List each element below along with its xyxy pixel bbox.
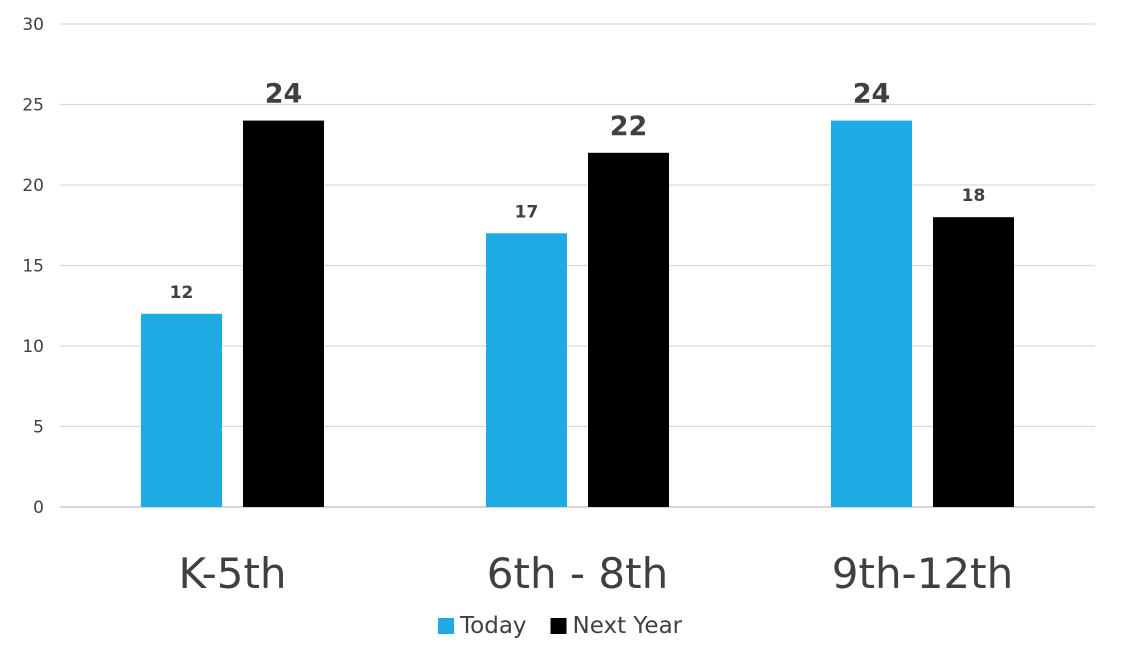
data-labels: 12 24 17 22 24 18 — [170, 79, 986, 303]
data-label: 18 — [962, 186, 986, 206]
y-tick-label: 20 — [22, 176, 44, 196]
y-tick-label: 5 — [33, 418, 44, 438]
y-tick-label: 0 — [33, 498, 44, 518]
data-label: 17 — [515, 202, 539, 222]
bar-today — [831, 120, 912, 507]
y-tick-label: 25 — [22, 96, 44, 116]
data-label: 24 — [853, 79, 891, 110]
data-label: 12 — [170, 283, 194, 303]
gridlines — [60, 23, 1095, 508]
bar-today — [486, 233, 567, 508]
y-axis: 0 5 10 15 20 25 30 — [22, 15, 44, 518]
bar-next-year — [933, 217, 1014, 507]
y-tick-label: 15 — [22, 257, 44, 277]
y-tick-label: 10 — [22, 337, 44, 357]
legend-label: Today — [459, 613, 527, 639]
legend-swatch — [438, 618, 454, 634]
bar-next-year — [588, 152, 669, 508]
legend-label: Next Year — [573, 613, 683, 639]
y-tick-label: 30 — [22, 15, 44, 35]
x-tick-label: K-5th — [178, 549, 286, 598]
x-tick-label: 9th-12th — [832, 549, 1014, 598]
x-tick-label: 6th - 8th — [487, 549, 668, 598]
data-label: 22 — [610, 111, 648, 142]
bar-today — [141, 313, 222, 507]
legend-swatch — [550, 618, 567, 634]
bars — [141, 120, 1014, 508]
bar-next-year — [243, 120, 324, 507]
x-axis: K-5th 6th - 8th 9th-12th — [178, 549, 1013, 598]
data-label: 24 — [265, 79, 303, 110]
legend: Today Next Year — [438, 613, 683, 639]
